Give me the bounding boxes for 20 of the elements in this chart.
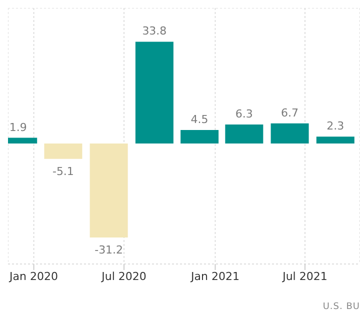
x-tick-label: Jan 2021 — [190, 270, 240, 283]
data-label: -5.1 — [52, 164, 74, 178]
bar — [316, 136, 354, 144]
bar — [270, 123, 309, 144]
x-tick-label: Jan 2020 — [8, 270, 58, 283]
data-label: 1.9 — [9, 120, 27, 134]
bar — [90, 144, 128, 238]
data-label: 4.5 — [190, 112, 208, 126]
data-label: 6.7 — [281, 106, 299, 120]
data-label: -31.2 — [94, 243, 124, 256]
bar — [225, 124, 264, 144]
x-tick-label: Jul 2020 — [100, 270, 146, 283]
bar — [135, 42, 174, 144]
bar — [180, 130, 219, 144]
x-tick-label: Jul 2021 — [282, 270, 328, 283]
text: U.S. BU — [322, 302, 360, 312]
data-label: 6.3 — [235, 108, 253, 121]
data-label: 33.8 — [142, 24, 167, 38]
bar — [44, 144, 82, 159]
data-label: 2.3 — [326, 120, 344, 133]
